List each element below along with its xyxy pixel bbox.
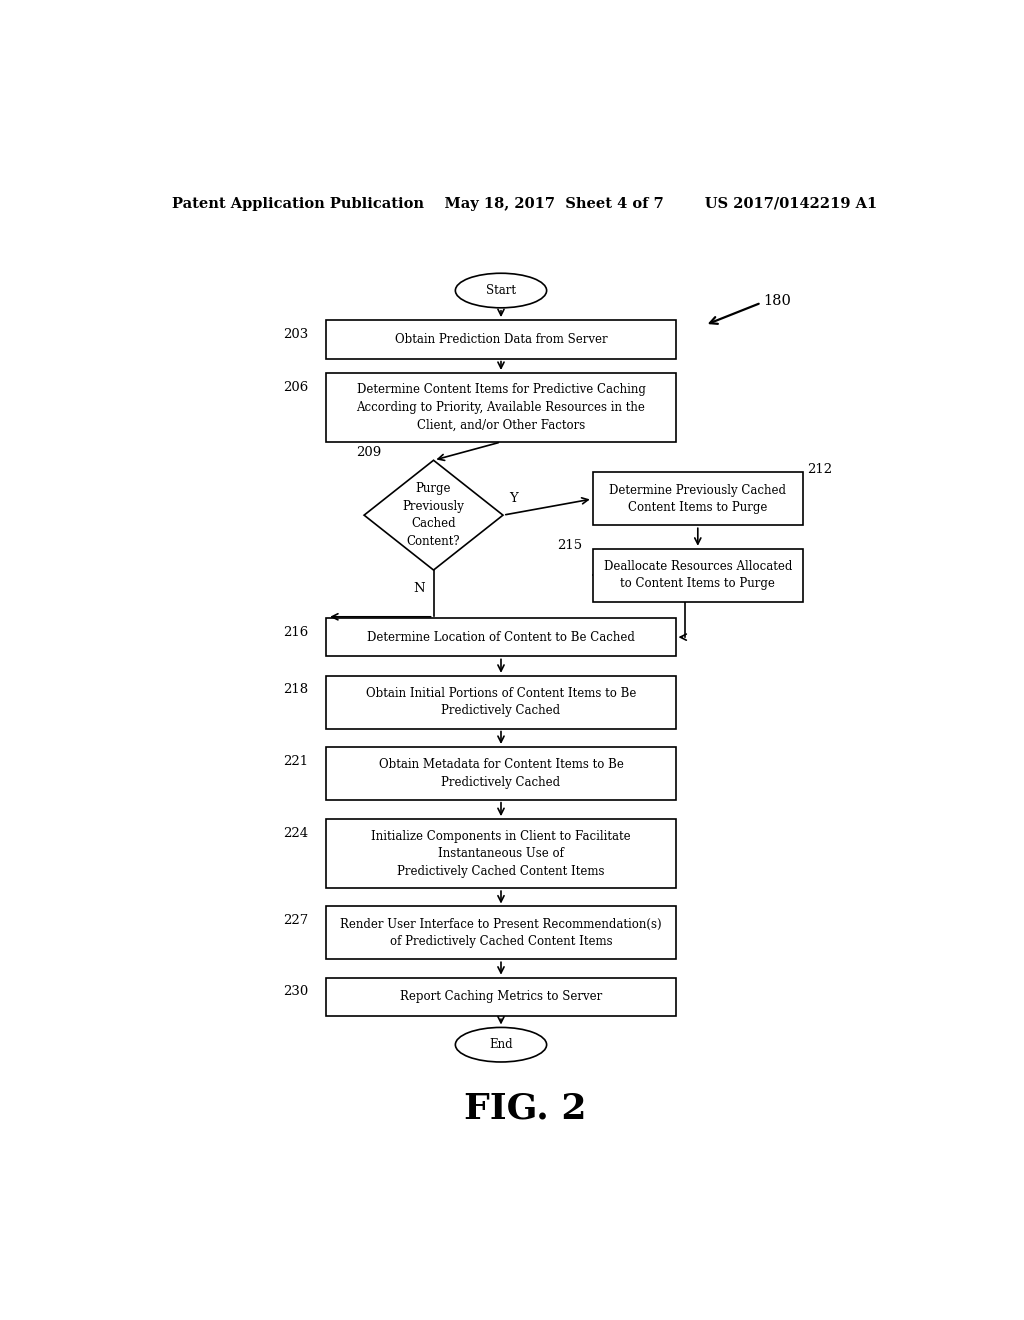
Text: 203: 203 xyxy=(283,327,308,341)
Text: 206: 206 xyxy=(283,380,308,393)
Polygon shape xyxy=(365,461,503,570)
Text: Y: Y xyxy=(509,492,518,506)
FancyBboxPatch shape xyxy=(327,818,676,888)
FancyBboxPatch shape xyxy=(593,473,803,525)
Text: Purge
Previously
Cached
Content?: Purge Previously Cached Content? xyxy=(402,482,465,548)
Text: 212: 212 xyxy=(807,463,833,477)
FancyBboxPatch shape xyxy=(593,549,803,602)
Text: Report Caching Metrics to Server: Report Caching Metrics to Server xyxy=(399,990,602,1003)
Text: Determine Location of Content to Be Cached: Determine Location of Content to Be Cach… xyxy=(367,631,635,644)
Text: Start: Start xyxy=(486,284,516,297)
Text: Initialize Components in Client to Facilitate
Instantaneous Use of
Predictively : Initialize Components in Client to Facil… xyxy=(371,829,631,878)
Text: Patent Application Publication    May 18, 2017  Sheet 4 of 7        US 2017/0142: Patent Application Publication May 18, 2… xyxy=(172,197,878,211)
Text: 209: 209 xyxy=(356,446,381,458)
FancyBboxPatch shape xyxy=(327,319,676,359)
FancyBboxPatch shape xyxy=(327,676,676,729)
Text: 230: 230 xyxy=(283,985,308,998)
Text: 215: 215 xyxy=(557,539,582,552)
Text: Determine Previously Cached
Content Items to Purge: Determine Previously Cached Content Item… xyxy=(609,483,786,515)
FancyBboxPatch shape xyxy=(327,747,676,800)
Text: Obtain Initial Portions of Content Items to Be
Predictively Cached: Obtain Initial Portions of Content Items… xyxy=(366,686,636,718)
Text: 227: 227 xyxy=(283,915,308,927)
FancyBboxPatch shape xyxy=(327,907,676,960)
Text: End: End xyxy=(489,1039,513,1051)
Text: Obtain Metadata for Content Items to Be
Predictively Cached: Obtain Metadata for Content Items to Be … xyxy=(379,758,624,788)
Ellipse shape xyxy=(456,1027,547,1063)
Text: 224: 224 xyxy=(283,826,308,840)
FancyBboxPatch shape xyxy=(327,618,676,656)
Text: 221: 221 xyxy=(283,755,308,768)
Text: FIG. 2: FIG. 2 xyxy=(464,1092,586,1126)
Text: 218: 218 xyxy=(283,684,308,697)
Ellipse shape xyxy=(456,273,547,308)
Text: Obtain Prediction Data from Server: Obtain Prediction Data from Server xyxy=(394,333,607,346)
Text: 180: 180 xyxy=(763,293,791,308)
Text: Determine Content Items for Predictive Caching
According to Priority, Available : Determine Content Items for Predictive C… xyxy=(356,383,645,432)
Text: Deallocate Resources Allocated
to Content Items to Purge: Deallocate Resources Allocated to Conten… xyxy=(603,560,792,590)
Text: N: N xyxy=(414,582,425,595)
Text: Render User Interface to Present Recommendation(s)
of Predictively Cached Conten: Render User Interface to Present Recomme… xyxy=(340,917,662,948)
FancyBboxPatch shape xyxy=(327,978,676,1016)
Text: 216: 216 xyxy=(283,626,308,639)
FancyBboxPatch shape xyxy=(327,372,676,442)
